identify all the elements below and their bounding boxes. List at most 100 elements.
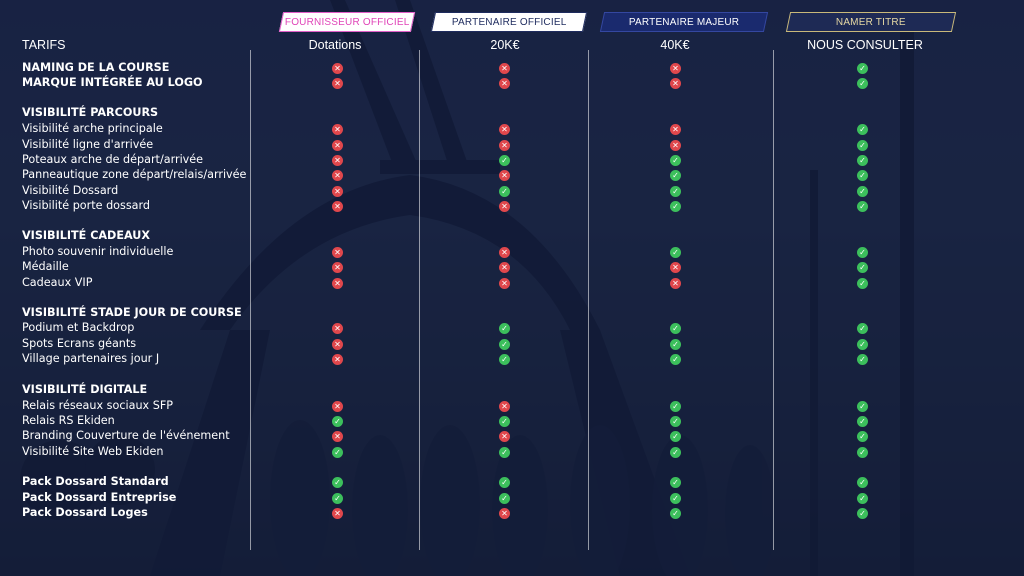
check-icon: ✓ xyxy=(857,493,868,504)
check-icon: ✓ xyxy=(499,493,510,504)
col-header-dotations: Dotations xyxy=(308,38,362,52)
row-label: Visibilité ligne d'arrivée xyxy=(22,138,154,151)
check-icon: ✓ xyxy=(499,186,510,197)
tarifs-header: TARIFS xyxy=(22,38,66,52)
badge-partenaire-officiel: PARTENAIRE OFFICIEL xyxy=(430,12,588,32)
cross-icon: ✕ xyxy=(332,354,343,365)
cross-icon: ✕ xyxy=(332,78,343,89)
column-divider xyxy=(419,50,420,550)
check-icon: ✓ xyxy=(670,431,681,442)
badge-fournisseur-officiel: FOURNISSEUR OFFICIEL xyxy=(278,12,416,32)
column-divider xyxy=(773,50,774,550)
cross-icon: ✕ xyxy=(332,170,343,181)
check-icon: ✓ xyxy=(332,493,343,504)
check-icon: ✓ xyxy=(670,447,681,458)
check-icon: ✓ xyxy=(857,339,868,350)
check-icon: ✓ xyxy=(670,493,681,504)
cross-icon: ✕ xyxy=(332,247,343,258)
check-icon: ✓ xyxy=(499,477,510,488)
row-label: Poteaux arche de départ/arrivée xyxy=(22,153,204,166)
check-icon: ✓ xyxy=(857,447,868,458)
cross-icon: ✕ xyxy=(332,262,343,273)
column-divider xyxy=(588,50,589,550)
cross-icon: ✕ xyxy=(332,140,343,151)
cross-icon: ✕ xyxy=(670,78,681,89)
check-icon: ✓ xyxy=(857,354,868,365)
check-icon: ✓ xyxy=(857,431,868,442)
check-icon: ✓ xyxy=(857,186,868,197)
check-icon: ✓ xyxy=(499,155,510,166)
check-icon: ✓ xyxy=(857,247,868,258)
check-icon: ✓ xyxy=(857,477,868,488)
cross-icon: ✕ xyxy=(332,323,343,334)
cross-icon: ✕ xyxy=(499,247,510,258)
check-icon: ✓ xyxy=(670,416,681,427)
check-icon: ✓ xyxy=(499,339,510,350)
row-label: VISIBILITÉ STADE JOUR DE COURSE xyxy=(22,306,242,319)
cross-icon: ✕ xyxy=(332,186,343,197)
cross-icon: ✕ xyxy=(332,431,343,442)
row-label: Pack Dossard Entreprise xyxy=(22,491,177,504)
cross-icon: ✕ xyxy=(332,201,343,212)
row-label: VISIBILITÉ DIGITALE xyxy=(22,383,148,396)
check-icon: ✓ xyxy=(670,155,681,166)
check-icon: ✓ xyxy=(857,140,868,151)
check-icon: ✓ xyxy=(857,155,868,166)
row-label: Visibilité porte dossard xyxy=(22,199,151,212)
cross-icon: ✕ xyxy=(332,63,343,74)
check-icon: ✓ xyxy=(670,201,681,212)
row-label: Relais RS Ekiden xyxy=(22,414,115,427)
row-label: Visibilité arche principale xyxy=(22,122,163,135)
cross-icon: ✕ xyxy=(670,278,681,289)
check-icon: ✓ xyxy=(857,278,868,289)
check-icon: ✓ xyxy=(332,477,343,488)
col-header-20k: 20K€ xyxy=(490,38,520,52)
row-label: Pack Dossard Loges xyxy=(22,506,148,519)
row-label: Pack Dossard Standard xyxy=(22,475,169,488)
row-label: Visibilité Site Web Ekiden xyxy=(22,445,164,458)
cross-icon: ✕ xyxy=(499,63,510,74)
cross-icon: ✕ xyxy=(670,262,681,273)
badge-namer-titre: NAMER TITRE xyxy=(785,12,957,32)
row-label: Photo souvenir individuelle xyxy=(22,245,174,258)
row-label: NAMING DE LA COURSE xyxy=(22,61,170,74)
cross-icon: ✕ xyxy=(499,201,510,212)
cross-icon: ✕ xyxy=(499,401,510,412)
row-label: Branding Couverture de l'événement xyxy=(22,429,230,442)
cross-icon: ✕ xyxy=(499,262,510,273)
cross-icon: ✕ xyxy=(670,140,681,151)
row-label: Cadeaux VIP xyxy=(22,276,93,289)
cross-icon: ✕ xyxy=(332,278,343,289)
check-icon: ✓ xyxy=(857,262,868,273)
check-icon: ✓ xyxy=(670,186,681,197)
check-icon: ✓ xyxy=(670,508,681,519)
row-label: Médaille xyxy=(22,260,69,273)
check-icon: ✓ xyxy=(670,170,681,181)
cross-icon: ✕ xyxy=(670,124,681,135)
cross-icon: ✕ xyxy=(499,170,510,181)
check-icon: ✓ xyxy=(857,323,868,334)
check-icon: ✓ xyxy=(857,63,868,74)
cross-icon: ✕ xyxy=(499,78,510,89)
cross-icon: ✕ xyxy=(499,508,510,519)
cross-icon: ✕ xyxy=(499,124,510,135)
check-icon: ✓ xyxy=(857,401,868,412)
check-icon: ✓ xyxy=(670,323,681,334)
check-icon: ✓ xyxy=(499,416,510,427)
check-icon: ✓ xyxy=(857,124,868,135)
row-label: Panneautique zone départ/relais/arrivée xyxy=(22,168,247,181)
cross-icon: ✕ xyxy=(332,401,343,412)
check-icon: ✓ xyxy=(332,416,343,427)
check-icon: ✓ xyxy=(857,201,868,212)
row-label: Podium et Backdrop xyxy=(22,321,135,334)
col-header-nous-consulter: NOUS CONSULTER xyxy=(807,38,923,52)
row-label: Village partenaires jour J xyxy=(22,352,160,365)
check-icon: ✓ xyxy=(857,170,868,181)
check-icon: ✓ xyxy=(499,323,510,334)
cross-icon: ✕ xyxy=(499,278,510,289)
row-label: VISIBILITÉ CADEAUX xyxy=(22,229,151,242)
row-label: Spots Ecrans géants xyxy=(22,337,137,350)
check-icon: ✓ xyxy=(857,508,868,519)
check-icon: ✓ xyxy=(499,447,510,458)
check-icon: ✓ xyxy=(857,416,868,427)
